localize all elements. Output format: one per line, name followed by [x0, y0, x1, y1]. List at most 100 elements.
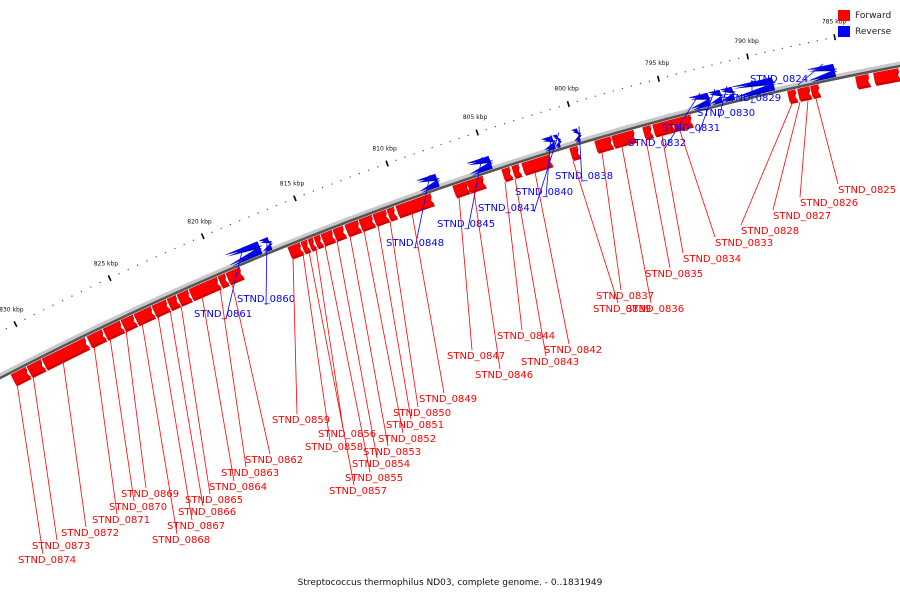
gene-stnd-0829[interactable] — [732, 77, 776, 98]
legend-reverse: Reverse — [838, 24, 898, 39]
minor-tick — [220, 227, 222, 230]
label-leader — [324, 245, 371, 473]
minor-tick — [395, 159, 397, 161]
minor-tick — [358, 172, 361, 175]
major-tick — [200, 233, 205, 240]
gene-stnd-0869[interactable] — [120, 314, 138, 331]
minor-tick — [312, 190, 315, 192]
gene-stnd-0827[interactable] — [797, 86, 813, 101]
gene-stnd-0860[interactable] — [259, 237, 273, 252]
minor-tick — [331, 183, 333, 185]
gene-stnd-0852[interactable] — [358, 214, 376, 231]
gene-label: STND_0829 — [723, 93, 781, 104]
minor-tick — [229, 223, 232, 226]
gene-stnd-0850[interactable] — [386, 206, 398, 221]
minor-tick — [773, 49, 775, 52]
minor-tick — [422, 150, 424, 152]
gene-stnd-0831[interactable] — [708, 89, 724, 104]
gene-stnd-0828[interactable] — [787, 89, 799, 103]
gene-label: STND_0830 — [697, 108, 755, 119]
gene-stnd-0874[interactable] — [10, 366, 32, 385]
gene-stnd-0836[interactable] — [611, 129, 637, 148]
minor-tick — [285, 201, 287, 203]
gene-stnd-0868[interactable] — [133, 306, 156, 325]
minor-tick — [816, 40, 818, 42]
minor-tick — [164, 251, 167, 254]
gene-stnd-0824[interactable] — [807, 63, 837, 81]
minor-tick — [558, 106, 560, 108]
gene-stnd-0838[interactable] — [570, 128, 582, 142]
major-tick — [475, 129, 479, 136]
major-tick — [566, 100, 570, 108]
gene-label: STND_0871 — [92, 515, 150, 526]
gene-stnd-0848[interactable] — [416, 173, 440, 192]
minor-tick — [781, 47, 784, 50]
label-leader — [349, 235, 389, 447]
gene-stnd-0825[interactable] — [855, 73, 871, 88]
minor-tick — [24, 318, 26, 321]
minor-tick — [630, 85, 633, 87]
tick-label: 805 kbp — [463, 114, 488, 121]
minor-tick — [467, 134, 469, 137]
gene-shadow — [733, 79, 777, 100]
gene-stnd-0863[interactable] — [217, 273, 230, 288]
minor-tick — [33, 313, 35, 316]
gene-stnd-0859[interactable] — [287, 242, 305, 259]
minor-tick — [413, 153, 415, 155]
gene-stnd-0843[interactable] — [511, 163, 523, 178]
reverse-swatch — [838, 26, 850, 37]
gene-stnd-0870[interactable] — [102, 320, 126, 340]
minor-tick — [257, 212, 259, 214]
minor-tick — [666, 75, 669, 78]
gene-stnd-0839[interactable] — [569, 145, 582, 160]
tick-label: 810 kbp — [372, 145, 397, 152]
gene-stnd-0825b[interactable] — [873, 68, 900, 85]
minor-tick — [349, 176, 351, 178]
label-leader — [169, 310, 204, 507]
gene-stnd-0846[interactable] — [466, 175, 487, 193]
gene-stnd-0867[interactable] — [151, 299, 171, 317]
gene-label: STND_0839 — [593, 304, 651, 315]
gene-stnd-0841[interactable] — [551, 134, 562, 147]
minor-tick — [621, 87, 624, 90]
gene-stnd-0837[interactable] — [594, 136, 615, 153]
gene-stnd-0872[interactable] — [41, 337, 91, 370]
label-leader — [62, 360, 87, 528]
gene-stnd-0866[interactable] — [166, 294, 181, 310]
gene-stnd-0861[interactable] — [226, 241, 262, 265]
gene-stnd-0857[interactable] — [307, 237, 318, 251]
gene-stnd-0871[interactable] — [86, 329, 108, 347]
gene-stnd-0851[interactable] — [372, 209, 390, 226]
gene-stnd-0862[interactable] — [225, 266, 245, 284]
minor-tick — [807, 41, 810, 44]
gene-stnd-0865[interactable] — [176, 289, 193, 306]
gene-stnd-0844[interactable] — [501, 166, 514, 181]
gene-label: STND_0855 — [345, 473, 403, 484]
gene-stnd-0853[interactable] — [344, 219, 363, 236]
minor-tick — [720, 62, 722, 64]
gene-stnd-0856[interactable] — [313, 234, 325, 248]
gene-stnd-0873[interactable] — [26, 358, 47, 377]
gene-stnd-0830[interactable] — [720, 86, 736, 101]
minor-tick — [174, 247, 176, 250]
gene-stnd-0834[interactable] — [652, 119, 676, 136]
gene-stnd-0835[interactable] — [642, 125, 654, 139]
label-leader — [467, 156, 483, 230]
gene-stnd-0864[interactable] — [188, 276, 222, 300]
gene-stnd-0845[interactable] — [467, 155, 493, 174]
label-leader — [315, 248, 344, 429]
gene-stnd-0854[interactable] — [332, 225, 348, 241]
gene-stnd-0832[interactable] — [689, 92, 713, 109]
gene-shadow — [468, 158, 494, 176]
minor-tick — [612, 90, 615, 92]
minor-tick — [127, 268, 129, 271]
gene-stnd-0826[interactable] — [810, 84, 822, 98]
minor-tick — [5, 328, 8, 330]
gene-stnd-0833[interactable] — [672, 114, 694, 131]
major-tick — [293, 195, 297, 202]
gene-stnd-0847[interactable] — [452, 180, 471, 197]
gene-stnd-0840[interactable] — [541, 135, 557, 151]
gene-stnd-0855[interactable] — [320, 229, 337, 245]
gene-stnd-0858[interactable] — [300, 239, 312, 253]
gene-stnd-0842[interactable] — [521, 154, 554, 175]
